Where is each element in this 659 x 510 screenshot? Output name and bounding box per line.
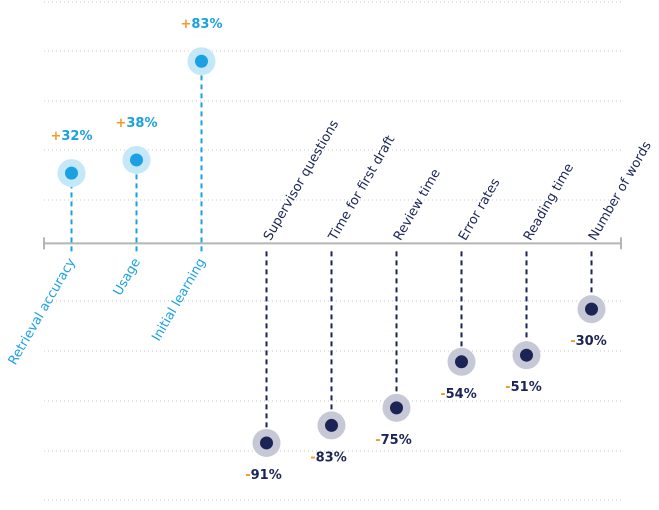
- value-label: -51%: [505, 380, 542, 395]
- dot: [585, 302, 598, 316]
- value-number: 54%: [446, 387, 477, 402]
- value-label: +38%: [115, 116, 157, 131]
- value-label: -30%: [570, 334, 607, 349]
- value-sign: -: [245, 468, 250, 483]
- value-label: +83%: [180, 17, 222, 32]
- category-label: Number of words: [586, 139, 655, 243]
- dot: [455, 355, 468, 369]
- value-sign: -: [375, 433, 380, 448]
- value-label: -75%: [375, 433, 412, 448]
- category-label: Usage: [111, 256, 144, 299]
- value-number: 83%: [191, 17, 222, 32]
- value-sign: -: [310, 450, 315, 465]
- value-number: 75%: [381, 433, 412, 448]
- value-sign: +: [115, 116, 126, 131]
- value-sign: +: [50, 129, 61, 144]
- value-number: 30%: [576, 334, 607, 349]
- value-sign: +: [180, 17, 191, 32]
- value-number: 38%: [126, 116, 157, 131]
- dot: [325, 418, 338, 432]
- category-label: Initial learning: [149, 256, 209, 344]
- value-sign: -: [440, 387, 445, 402]
- dot: [65, 166, 78, 180]
- value-number: 91%: [251, 468, 282, 483]
- dot: [260, 436, 273, 450]
- dot: [130, 153, 143, 167]
- value-number: 51%: [511, 380, 542, 395]
- value-number: 32%: [61, 129, 92, 144]
- value-label: -91%: [245, 468, 282, 483]
- category-label: Error rates: [456, 176, 504, 243]
- value-sign: -: [570, 334, 575, 349]
- dot: [195, 54, 208, 68]
- value-label: +32%: [50, 129, 92, 144]
- category-label: Supervisor questions: [261, 117, 342, 243]
- category-label: Reading time: [521, 161, 577, 243]
- value-sign: -: [505, 380, 510, 395]
- category-label: Review time: [391, 167, 444, 244]
- dot: [390, 401, 403, 415]
- value-label: -54%: [440, 387, 477, 402]
- value-number: 83%: [316, 450, 347, 465]
- value-label: -83%: [310, 450, 347, 465]
- dot: [520, 348, 533, 362]
